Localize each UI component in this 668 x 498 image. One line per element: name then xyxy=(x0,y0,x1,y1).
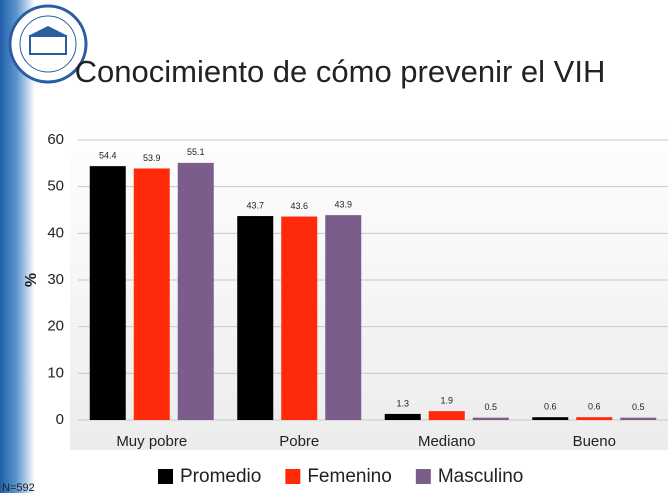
bar xyxy=(90,166,126,420)
y-tick-label: 20 xyxy=(47,318,64,335)
y-axis-label: % xyxy=(23,273,40,287)
legend-label: Masculino xyxy=(438,466,524,487)
legend-swatch xyxy=(158,469,173,484)
slide: Conocimiento de cómo prevenir el VIH % N… xyxy=(0,0,668,493)
legend-label: Femenino xyxy=(307,466,392,487)
y-tick-label: 50 xyxy=(47,178,64,195)
data-label: 0.5 xyxy=(632,402,645,412)
x-tick-label: Muy pobre xyxy=(116,433,187,450)
bar xyxy=(134,168,170,420)
bar xyxy=(385,414,421,420)
data-label: 1.9 xyxy=(440,396,453,406)
y-tick-label: 40 xyxy=(47,224,64,241)
bar xyxy=(473,418,509,420)
bar xyxy=(237,216,273,420)
bar xyxy=(532,417,568,420)
chart-title: Conocimiento de cómo prevenir el VIH xyxy=(75,54,606,89)
x-tick-label: Pobre xyxy=(279,433,319,450)
bar xyxy=(429,411,465,420)
x-tick-label: Bueno xyxy=(573,433,616,450)
y-tick-label: 30 xyxy=(47,271,64,288)
y-tick-label: 60 xyxy=(47,131,64,148)
y-tick-label: 10 xyxy=(47,364,64,381)
bar xyxy=(620,418,656,420)
data-label: 0.6 xyxy=(544,402,557,412)
data-label: 43.7 xyxy=(246,200,264,210)
data-label: 0.6 xyxy=(588,402,601,412)
x-tick-label: Mediano xyxy=(418,433,476,450)
data-label: 43.6 xyxy=(290,201,308,211)
data-label: 0.5 xyxy=(484,402,497,412)
data-label: 55.1 xyxy=(187,147,205,157)
bar xyxy=(325,215,361,420)
data-label: 1.3 xyxy=(396,398,409,408)
legend-label: Promedio xyxy=(180,466,261,487)
legend-swatch xyxy=(416,469,431,484)
data-label: 43.9 xyxy=(334,200,352,210)
legend-swatch xyxy=(285,469,300,484)
data-label: 54.4 xyxy=(99,151,117,161)
footnote: N=592 xyxy=(2,482,35,493)
bar xyxy=(178,163,214,420)
y-tick-label: 0 xyxy=(56,411,64,428)
bar xyxy=(576,417,612,420)
data-label: 53.9 xyxy=(143,153,161,163)
bar xyxy=(281,217,317,420)
